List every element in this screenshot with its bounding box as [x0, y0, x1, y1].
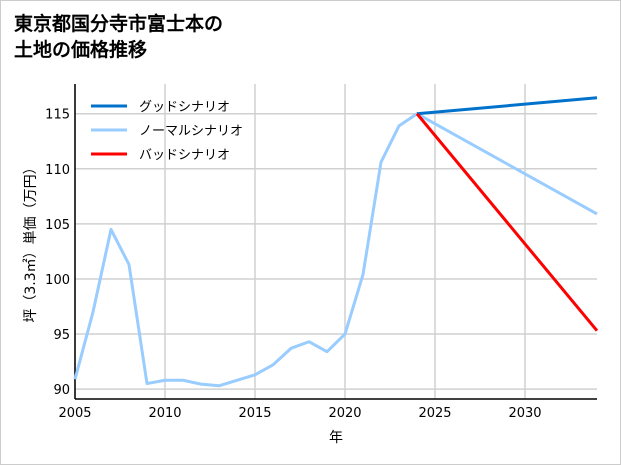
x-tick-label: 2010 — [148, 406, 181, 421]
x-tick-label: 2025 — [418, 406, 451, 421]
title-line-2: 土地の価格推移 — [14, 39, 148, 61]
chart-title: 東京都国分寺市富士本の 土地の価格推移 — [14, 11, 223, 63]
x-tick-label: 2030 — [508, 406, 541, 421]
x-tick-label: 2015 — [238, 406, 271, 421]
y-tick-label: 105 — [45, 218, 70, 233]
series-line — [415, 112, 599, 332]
legend-label: ノーマルシナリオ — [139, 124, 243, 139]
y-tick-label: 115 — [45, 108, 70, 123]
legend-label: バッドシナリオ — [139, 148, 230, 163]
series-line — [73, 112, 598, 388]
x-axis-label: 年 — [329, 430, 343, 446]
series-line — [416, 96, 598, 116]
legend-label: グッドシナリオ — [139, 100, 230, 115]
y-axis-label: 坪（3.3㎡）単価（万円） — [23, 160, 39, 322]
x-tick-label: 2005 — [58, 406, 91, 421]
y-tick-label: 90 — [53, 383, 70, 398]
title-line-1: 東京都国分寺市富士本の — [14, 13, 224, 35]
y-tick-label: 100 — [45, 273, 70, 288]
y-tick-label: 95 — [53, 328, 70, 343]
y-tick-label: 110 — [45, 163, 70, 178]
x-tick-label: 2020 — [328, 406, 361, 421]
